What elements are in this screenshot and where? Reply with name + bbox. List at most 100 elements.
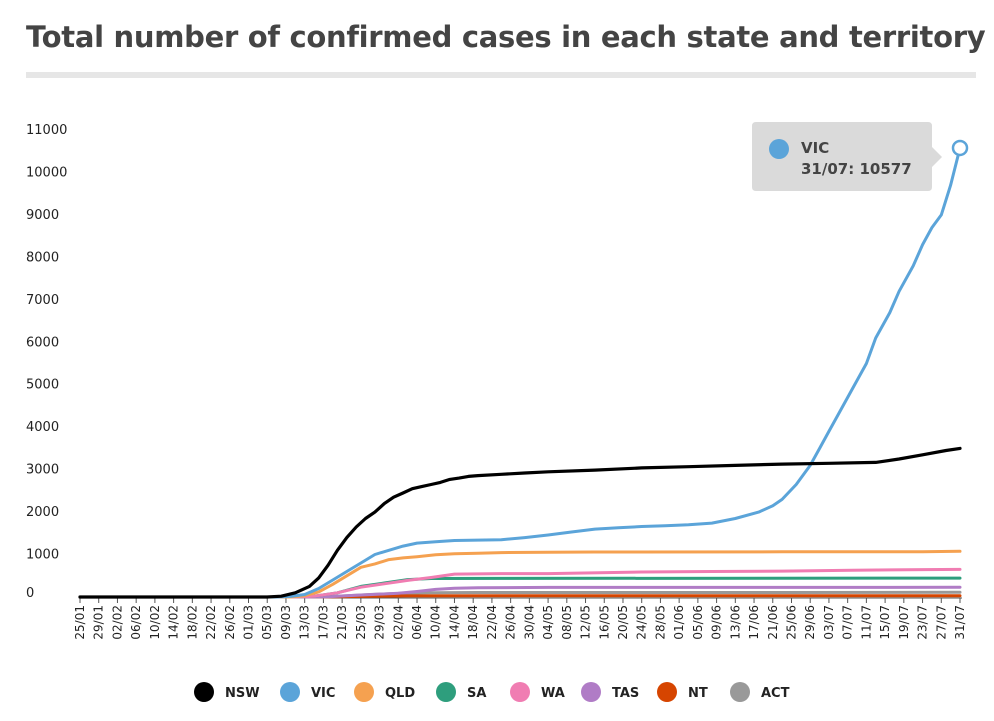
x-tick-label: 21/06	[766, 605, 780, 640]
x-tick-label: 10/02	[148, 605, 162, 640]
legend-label: SA	[467, 686, 486, 701]
x-tick-label: 25/06	[784, 605, 798, 640]
legend-swatch	[354, 682, 374, 702]
legend-item-nsw[interactable]: NSW	[194, 682, 260, 702]
y-tick-label: 1000	[26, 548, 59, 563]
y-tick-label: 7000	[26, 293, 59, 308]
series-line-nsw[interactable]	[78, 446, 962, 599]
y-tick-label: 2000	[26, 505, 59, 520]
x-tick-label: 02/04	[391, 605, 405, 640]
x-tick-label: 29/01	[92, 605, 106, 640]
y-tick-label: 0	[26, 586, 34, 601]
legend-item-act[interactable]: ACT	[730, 682, 790, 702]
x-tick-label: 13/06	[728, 605, 742, 640]
x-tick-label: 25/03	[354, 605, 368, 640]
legend-item-vic[interactable]: VIC	[280, 682, 335, 702]
legend-swatch	[581, 682, 601, 702]
x-tick-label: 07/07	[841, 605, 855, 640]
x-tick-label: 28/05	[653, 605, 667, 640]
x-tick-label: 06/04	[410, 605, 424, 640]
x-tick-label: 17/06	[747, 605, 761, 640]
legend-swatch	[657, 682, 677, 702]
x-tick-label: 18/02	[185, 605, 199, 640]
x-tick-label: 01/03	[242, 605, 256, 640]
x-tick-label: 24/05	[635, 605, 649, 640]
x-tick-label: 22/04	[485, 605, 499, 640]
legend-swatch	[194, 682, 214, 702]
y-tick-label: 4000	[26, 420, 59, 435]
legend-swatch	[730, 682, 750, 702]
legend-item-sa[interactable]: SA	[436, 682, 486, 702]
tooltip-value: 31/07: 10577	[801, 160, 912, 178]
legend-item-wa[interactable]: WA	[510, 682, 565, 702]
x-tick-label: 14/04	[447, 605, 461, 640]
x-tick-label: 19/07	[897, 605, 911, 640]
y-tick-label: 11000	[26, 123, 67, 138]
x-tick-label: 11/07	[859, 605, 873, 640]
legend-label: NT	[688, 686, 708, 701]
tooltip-series-name: VIC	[801, 139, 829, 157]
x-tick-label: 20/05	[616, 605, 630, 640]
chart-tooltip: VIC 31/07: 10577	[752, 122, 942, 191]
title-divider	[26, 72, 976, 78]
x-tick-label: 26/02	[223, 605, 237, 640]
x-tick-label: 05/03	[260, 605, 274, 640]
x-tick-label: 22/02	[204, 605, 218, 640]
x-tick-label: 05/06	[691, 605, 705, 640]
x-tick-label: 18/04	[466, 605, 480, 640]
x-tick-label: 13/03	[298, 605, 312, 640]
x-tick-label: 08/05	[560, 605, 574, 640]
x-tick-label: 10/04	[429, 605, 443, 640]
tooltip-box	[752, 122, 942, 191]
tooltip-series-swatch	[769, 139, 789, 159]
x-tick-label: 27/07	[934, 605, 948, 640]
series-line-wa[interactable]	[78, 567, 962, 599]
legend-item-qld[interactable]: QLD	[354, 682, 415, 702]
y-tick-label: 6000	[26, 335, 59, 350]
legend-swatch	[510, 682, 530, 702]
x-tick-label: 01/06	[672, 605, 686, 640]
y-tick-label: 9000	[26, 208, 59, 223]
legend-label: ACT	[761, 686, 790, 701]
x-tick-label: 02/02	[110, 605, 124, 640]
legend-label: VIC	[311, 686, 335, 701]
legend-item-tas[interactable]: TAS	[581, 682, 639, 702]
x-tick-label: 31/07	[953, 605, 967, 640]
x-tick-label: 04/05	[541, 605, 555, 640]
x-tick-label: 09/06	[710, 605, 724, 640]
x-tick-label: 25/01	[73, 605, 87, 640]
x-tick-label: 15/07	[878, 605, 892, 640]
series-line-tas[interactable]	[78, 585, 962, 599]
x-tick-label: 16/05	[597, 605, 611, 640]
x-tick-label: 26/04	[504, 605, 518, 640]
legend-label: NSW	[225, 686, 260, 701]
x-tick-label: 17/03	[316, 605, 330, 640]
x-tick-label: 12/05	[579, 605, 593, 640]
series-line-qld[interactable]	[78, 549, 962, 599]
y-tick-label: 3000	[26, 463, 59, 478]
x-tick-label: 14/02	[167, 605, 181, 640]
legend-item-nt[interactable]: NT	[657, 682, 708, 702]
legend-swatch	[280, 682, 300, 702]
highlighted-point[interactable]	[951, 139, 969, 157]
chart-series[interactable]	[78, 139, 969, 599]
chart-axes: 0 1000 2000 3000 4000 5000 6000 7000 8000 9000 100…	[26, 123, 967, 640]
chart-legend[interactable]: NSW VIC QLD SA WA TAS NT ACT	[194, 682, 790, 702]
legend-label: WA	[541, 686, 565, 701]
y-tick-label: 8000	[26, 250, 59, 265]
x-tick-label: 29/03	[373, 605, 387, 640]
x-tick-label: 30/04	[522, 605, 536, 640]
legend-label: QLD	[385, 686, 415, 701]
x-tick-label: 03/07	[822, 605, 836, 640]
chart-title: Total number of confirmed cases in each …	[26, 20, 986, 54]
legend-label: TAS	[612, 686, 639, 701]
x-tick-label: 21/03	[335, 605, 349, 640]
x-tick-label: 06/02	[129, 605, 143, 640]
legend-swatch	[436, 682, 456, 702]
x-tick-label: 09/03	[279, 605, 293, 640]
y-tick-label: 10000	[26, 165, 67, 180]
x-tick-label: 29/06	[803, 605, 817, 640]
x-tick-label: 23/07	[916, 605, 930, 640]
series-line-vic[interactable]	[78, 146, 962, 599]
